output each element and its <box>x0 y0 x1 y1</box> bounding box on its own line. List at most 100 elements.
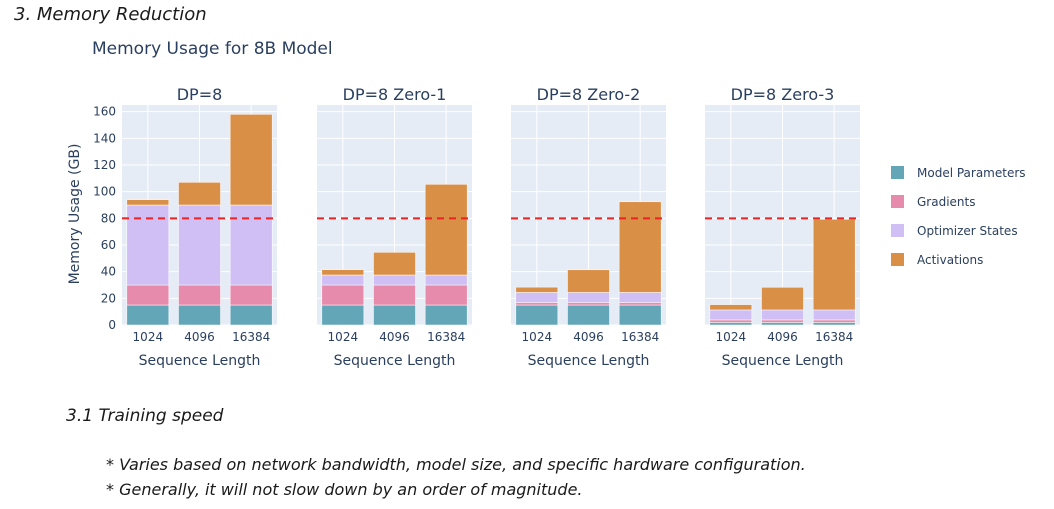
bar-model-parameters <box>812 322 856 326</box>
subplot-title: DP=8 Zero-2 <box>537 85 641 104</box>
x-tick-label: 1024 <box>716 330 747 344</box>
bar-model-parameters <box>761 322 804 326</box>
bullet-item: * Generally, it will not slow down by an… <box>106 480 583 499</box>
bar-gradients <box>567 302 610 306</box>
bar-optimizer-states <box>761 309 804 321</box>
bar-gradients <box>618 302 662 306</box>
y-tick-label: 40 <box>101 265 116 279</box>
x-tick-label: 4096 <box>379 330 410 344</box>
bar-optimizer-states <box>229 204 273 286</box>
bar-model-parameters <box>229 304 273 326</box>
bar-gradients <box>424 284 468 306</box>
bar-optimizer-states <box>178 204 221 286</box>
legend-swatch <box>891 224 904 237</box>
chart-title: Memory Usage for 8B Model <box>92 39 333 59</box>
x-axis-title: Sequence Length <box>722 353 844 369</box>
y-tick-label: 160 <box>93 105 116 119</box>
x-tick-label: 16384 <box>815 330 853 344</box>
subplot-1: 0 20 40 60 80 100 120 140 160 1024 4096 16384 DP=8 Se… <box>93 85 277 369</box>
y-tick-label: 60 <box>101 238 116 252</box>
bar-optimizer-states <box>515 292 559 303</box>
bar-model-parameters <box>709 322 753 326</box>
y-tick-label: 100 <box>93 185 116 199</box>
x-tick-label: 4096 <box>573 330 604 344</box>
bar-activations <box>373 252 416 276</box>
legend-label: Optimizer States <box>917 224 1018 238</box>
bar-optimizer-states <box>567 292 610 303</box>
y-axis-title: Memory Usage (GB) <box>67 144 83 285</box>
x-tick-label: 1024 <box>522 330 553 344</box>
bar-activations <box>178 182 221 206</box>
bar-model-parameters <box>126 304 170 326</box>
legend-swatch <box>891 166 904 179</box>
bar-activations <box>229 114 273 206</box>
bar-gradients <box>709 319 753 323</box>
bar-optimizer-states <box>709 309 753 321</box>
bar-activations <box>812 219 856 311</box>
bar-activations <box>567 269 610 293</box>
subplot-3: 1024 4096 16384 DP=8 Zero-2 Sequence Length <box>511 85 666 369</box>
x-tick-label: 4096 <box>767 330 798 344</box>
legend-label: Gradients <box>917 195 975 209</box>
y-tick-label: 0 <box>108 318 116 332</box>
bar-gradients <box>761 319 804 323</box>
bar-activations <box>761 287 804 311</box>
x-tick-label: 1024 <box>328 330 359 344</box>
subsection-heading: 3.1 Training speed <box>66 406 224 426</box>
x-tick-label: 1024 <box>133 330 164 344</box>
bar-gradients <box>321 284 365 306</box>
bar-model-parameters <box>178 304 221 326</box>
bar-optimizer-states <box>321 274 365 286</box>
legend-item[interactable]: Gradients <box>891 195 975 209</box>
x-axis-title: Sequence Length <box>139 353 261 369</box>
bar-gradients <box>373 284 416 306</box>
bar-gradients <box>178 284 221 306</box>
legend-swatch <box>891 195 904 208</box>
legend-swatch <box>891 253 904 266</box>
bar-model-parameters <box>321 304 365 326</box>
bar-gradients <box>229 284 273 306</box>
bar-gradients <box>515 302 559 306</box>
bar-optimizer-states <box>812 309 856 321</box>
y-tick-label: 120 <box>93 158 116 172</box>
bar-model-parameters <box>424 304 468 326</box>
legend-label: Model Parameters <box>917 166 1026 180</box>
section-heading: 3. Memory Reduction <box>14 4 207 25</box>
memory-usage-chart: Memory Usage for 8B Model Memory Usage (… <box>67 39 1026 369</box>
bar-optimizer-states <box>126 204 170 286</box>
legend: Model Parameters Gradients Optimizer State… <box>891 166 1026 267</box>
subplot-title: DP=8 Zero-1 <box>343 85 447 104</box>
legend-item[interactable]: Activations <box>891 253 983 267</box>
x-axis-title: Sequence Length <box>528 353 650 369</box>
bar-activations <box>321 269 365 276</box>
y-tick-label: 140 <box>93 131 116 145</box>
bar-model-parameters <box>373 304 416 326</box>
bar-model-parameters <box>567 304 610 326</box>
x-axis-title: Sequence Length <box>334 353 456 369</box>
y-tick-label: 80 <box>101 211 116 225</box>
subplot-title: DP=8 <box>177 85 223 104</box>
bar-gradients <box>812 319 856 323</box>
bar-activations <box>709 304 753 311</box>
bar-activations <box>126 199 170 206</box>
bar-activations <box>515 286 559 293</box>
bar-activations <box>618 201 662 293</box>
bar-gradients <box>126 284 170 306</box>
subplot-title: DP=8 Zero-3 <box>731 85 835 104</box>
bar-model-parameters <box>618 304 662 326</box>
legend-label: Activations <box>917 253 983 267</box>
bar-optimizer-states <box>424 274 468 286</box>
legend-item[interactable]: Optimizer States <box>891 224 1018 238</box>
bar-optimizer-states <box>618 292 662 303</box>
x-tick-label: 16384 <box>427 330 465 344</box>
x-tick-label: 4096 <box>184 330 215 344</box>
legend-item[interactable]: Model Parameters <box>891 166 1026 180</box>
x-tick-label: 16384 <box>232 330 270 344</box>
bar-model-parameters <box>515 304 559 326</box>
bar-activations <box>424 184 468 276</box>
subplot-2: 1024 4096 16384 DP=8 Zero-1 Sequence Length <box>317 85 472 369</box>
x-tick-label: 16384 <box>621 330 659 344</box>
bullet-item: * Varies based on network bandwidth, mod… <box>106 455 806 474</box>
bullet-list: * Varies based on network bandwidth, mod… <box>106 452 806 502</box>
subplot-4: 1024 4096 16384 DP=8 Zero-3 Sequence Length <box>705 85 860 369</box>
